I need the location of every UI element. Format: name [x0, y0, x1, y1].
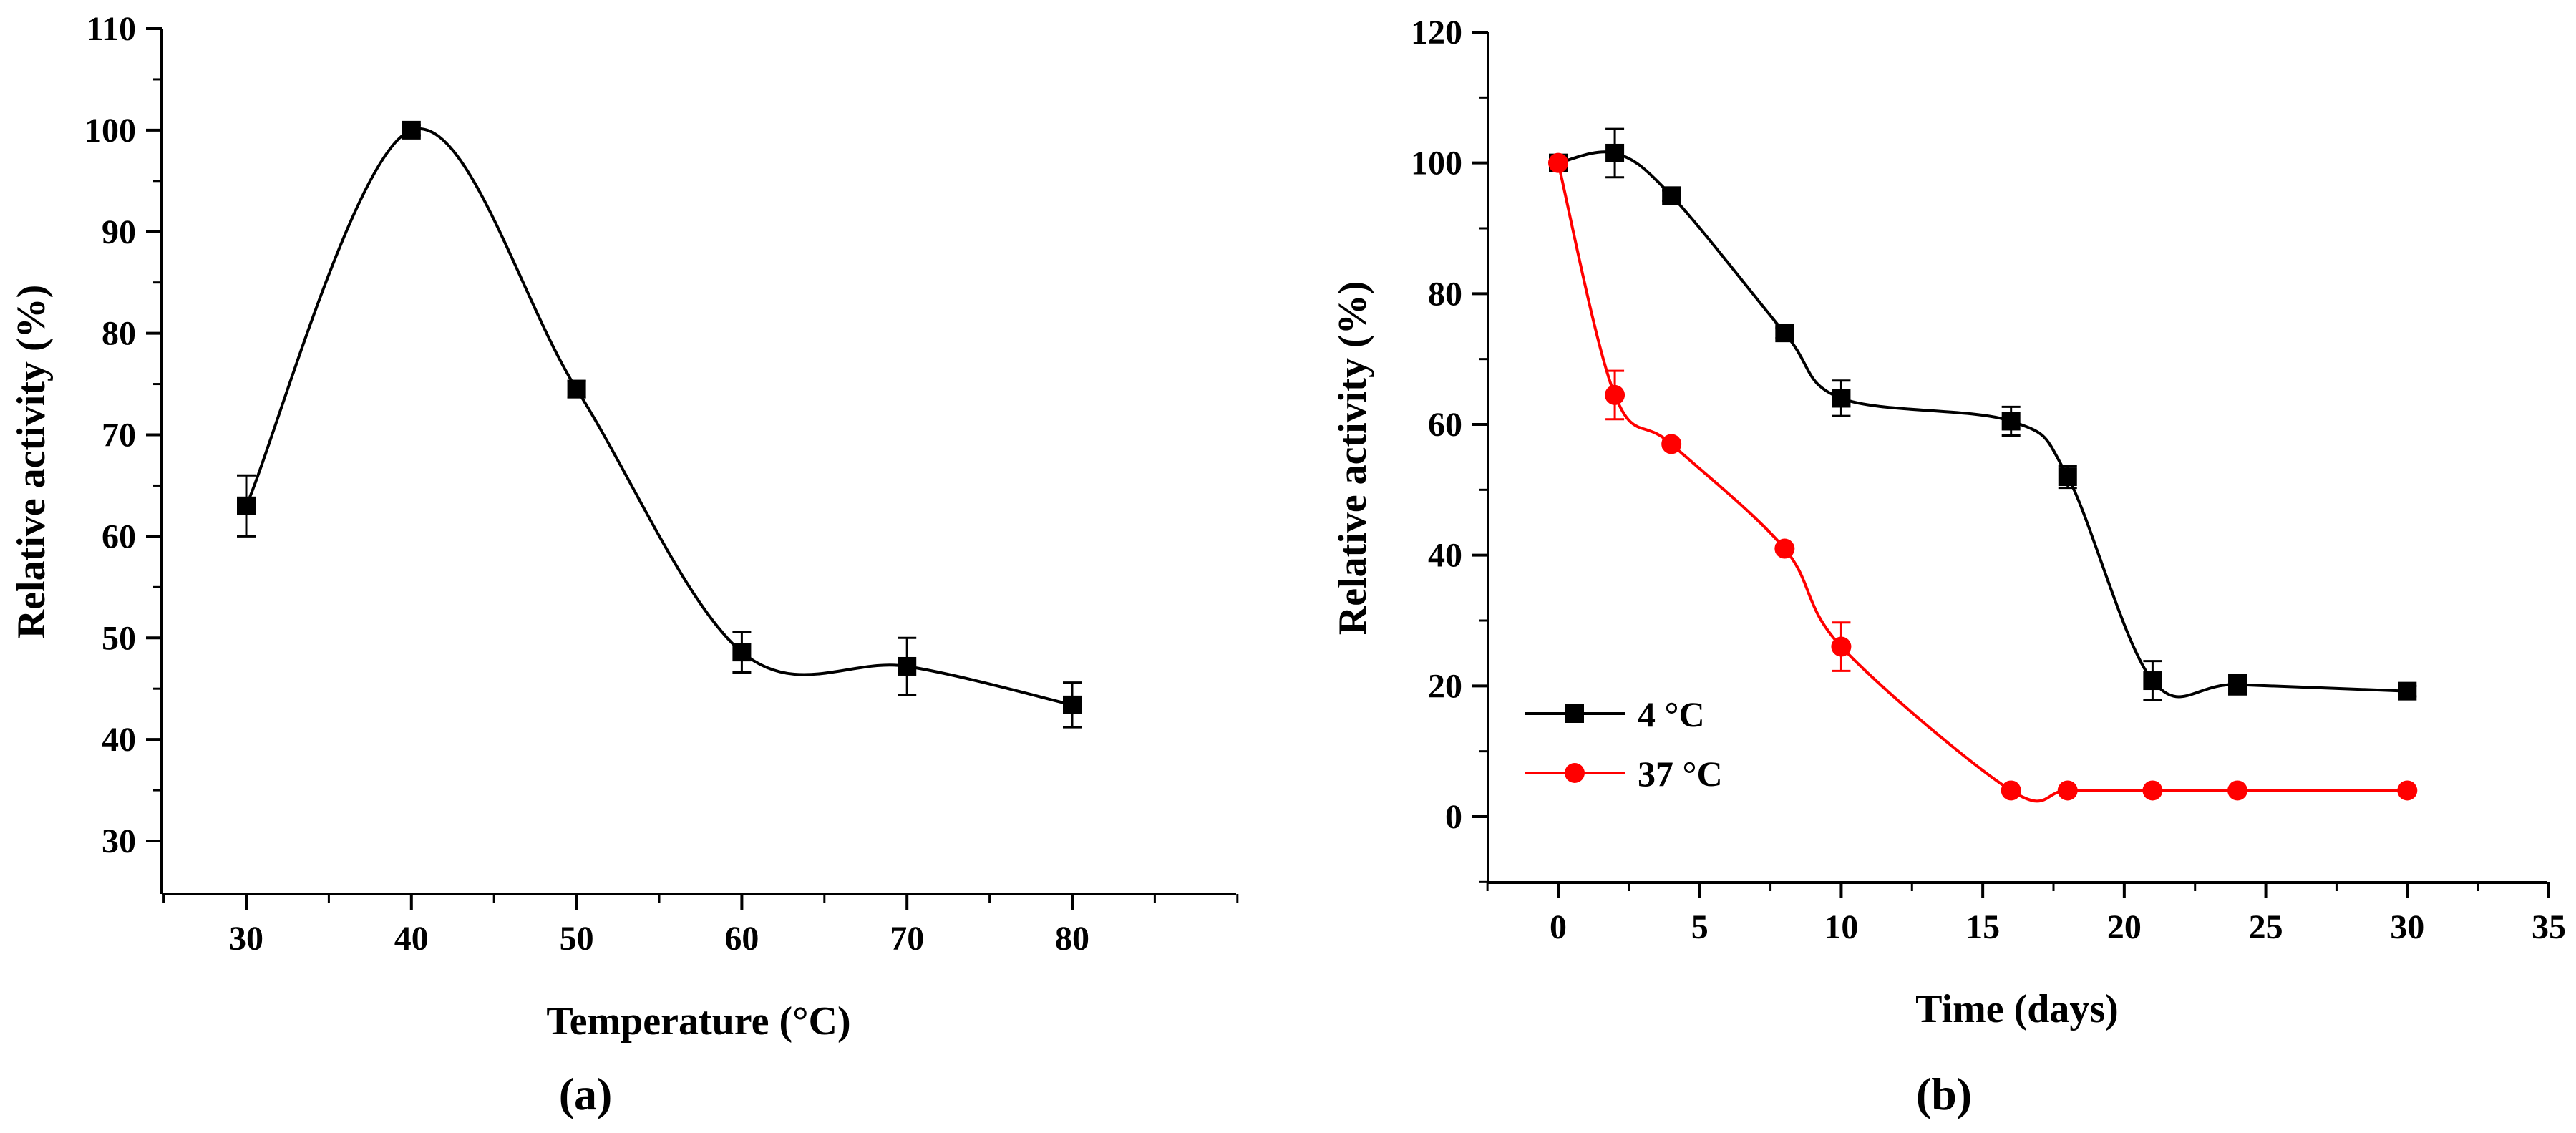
x-tick-label: 10: [1824, 908, 1858, 946]
y-tick-label: 60: [102, 517, 136, 555]
data-point: [1661, 434, 1682, 454]
x-tick-label: 50: [560, 920, 594, 958]
data-point: [898, 656, 917, 676]
data-point: [2227, 780, 2248, 801]
y-tick-label: 80: [102, 315, 136, 353]
x-tick-label: 30: [2390, 908, 2424, 946]
panel-a-chart: 30 40 50 60 70 80 30 40 50 60 70 80 90 100 110 Tempera…: [9, 10, 1239, 1119]
y-tick-label: 40: [102, 721, 136, 759]
data-point: [2397, 780, 2418, 801]
data-point: [2001, 780, 2021, 801]
data-point: [237, 496, 256, 515]
panel-a-x-axis-title: Temperature (°C): [546, 999, 850, 1044]
data-point: [1662, 186, 1681, 205]
y-tick-label: 110: [87, 10, 136, 48]
x-tick-label: 25: [2249, 908, 2283, 946]
y-tick-label: 40: [1428, 537, 1462, 575]
x-tick-label: 80: [1055, 920, 1089, 958]
x-tick-label: 20: [2107, 908, 2142, 946]
x-tick-label: 30: [229, 920, 263, 958]
data-point: [1832, 389, 1851, 408]
data-point: [2058, 467, 2077, 487]
panel-a-y-axis-title: Relative activity (%): [9, 285, 54, 638]
data-point: [1605, 384, 1625, 405]
data-point: [2142, 780, 2163, 801]
y-tick-label: 20: [1428, 667, 1462, 705]
y-tick-label: 120: [1411, 14, 1462, 52]
legend-marker-4c: [1565, 704, 1584, 723]
data-point: [2143, 671, 2162, 691]
y-tick-label: 60: [1428, 406, 1462, 444]
y-tick-label: 90: [102, 213, 136, 251]
panel-b-label: (b): [1916, 1069, 1972, 1119]
data-point: [2228, 675, 2247, 694]
x-tick-label: 15: [1965, 908, 2000, 946]
data-point: [1548, 152, 1568, 173]
data-point: [1775, 324, 1794, 343]
legend-item-37c: 37 °C: [1525, 754, 1723, 794]
x-tick-label: 5: [1691, 908, 1709, 946]
legend-label-4c: 4 °C: [1638, 694, 1705, 734]
data-point: [567, 379, 586, 399]
data-point: [1605, 143, 1625, 162]
y-tick-label: 70: [102, 417, 136, 454]
data-point: [1063, 695, 1082, 714]
x-tick-label: 35: [2532, 908, 2566, 946]
panel-b-legend: 4 °C 37 °C: [1525, 694, 1723, 794]
panel-b-y-axis-title: Relative activity (%): [1331, 281, 1375, 635]
series-line-1: [1557, 162, 2408, 803]
series-line-0: [1557, 150, 2408, 699]
series-line-0: [245, 127, 1073, 706]
legend-item-4c: 4 °C: [1525, 694, 1705, 734]
y-tick-label: 50: [102, 619, 136, 657]
legend-marker-37c: [1565, 763, 1585, 783]
x-tick-label: 40: [394, 920, 429, 958]
y-tick-label: 100: [84, 112, 136, 150]
y-tick-label: 80: [1428, 275, 1462, 313]
panel-a-label: (a): [559, 1069, 613, 1119]
data-point: [402, 120, 421, 140]
x-tick-label: 70: [890, 920, 924, 958]
y-tick-label: 100: [1411, 145, 1462, 183]
data-point: [732, 643, 752, 662]
y-tick-label: 30: [102, 822, 136, 860]
y-tick-label: 0: [1445, 798, 1462, 836]
x-tick-label: 0: [1550, 908, 1567, 946]
data-point: [1774, 538, 1795, 559]
data-point: [2001, 412, 2021, 431]
x-tick-label: 60: [724, 920, 759, 958]
data-point: [2398, 681, 2417, 701]
panel-b-x-axis-title: Time (days): [1915, 987, 2119, 1031]
data-point: [2057, 780, 2078, 801]
legend-label-37c: 37 °C: [1638, 754, 1723, 794]
data-point: [1831, 636, 1852, 657]
panel-b-chart: 0 5 10 15 20 25 30 35 0 20 40 60 80 100 120 Time (days…: [1331, 14, 2566, 1119]
